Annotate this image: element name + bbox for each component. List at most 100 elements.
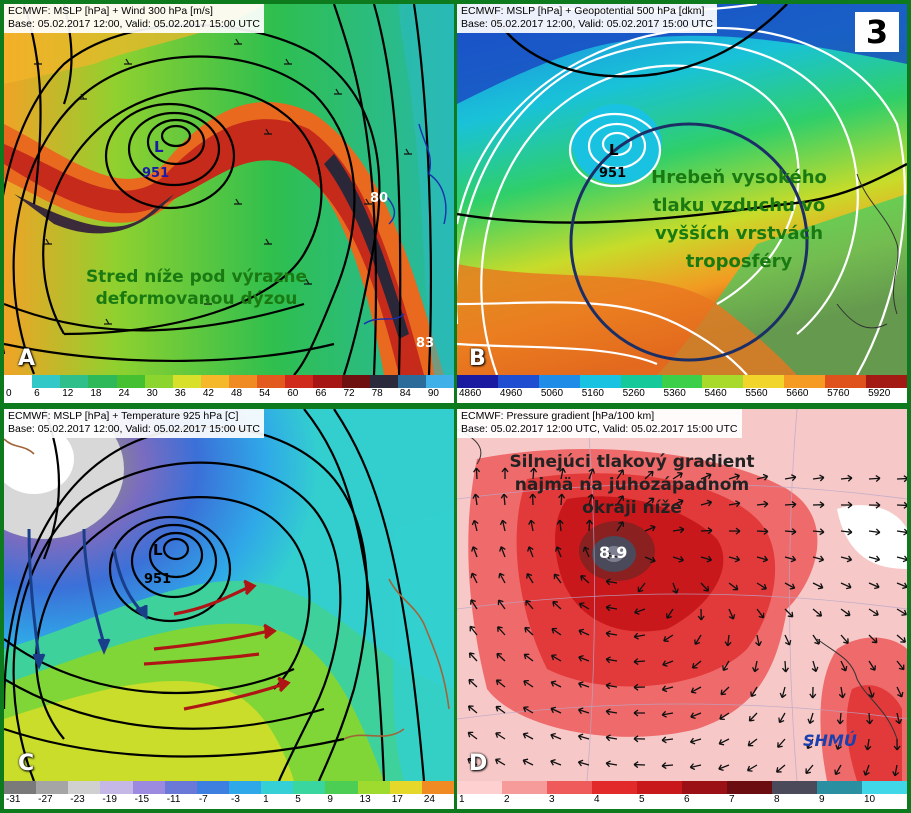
gradient-arrow: [616, 495, 625, 506]
gradient-arrow: [585, 519, 593, 532]
gradient-arrow: [522, 732, 534, 740]
gradient-arrow: [525, 599, 534, 610]
gradient-arrow: [752, 660, 759, 673]
panel-c-low-value: 951: [144, 572, 172, 587]
colorbar-label: 5460: [704, 388, 727, 399]
colorbar-cell: 60: [285, 375, 314, 403]
colorbar-label: 72: [343, 388, 355, 399]
colorbar-cell: 8: [772, 781, 817, 809]
panel-a-header: ECMWF: MSLP [hPa] + Wind 300 hPa [m/s] B…: [4, 4, 264, 33]
gradient-arrow: [868, 501, 881, 509]
gradient-arrow: [836, 712, 844, 725]
colorbar-label: -19: [102, 794, 117, 805]
warm-advection-arrows: [143, 579, 291, 711]
gradient-arrow: [868, 474, 881, 482]
colorbar-cell: 78: [369, 375, 398, 403]
colorbar-cell: 5360: [661, 375, 703, 403]
gradient-arrow: [468, 652, 478, 662]
colorbar-swatch: [825, 375, 867, 388]
panel-d-header: ECMWF: Pressure gradient [hPa/100 km] Ba…: [457, 409, 742, 438]
gradient-arrow: [661, 710, 674, 718]
colorbar-swatch: [229, 375, 258, 388]
gradient-arrow: [473, 467, 481, 480]
colorbar-cell: -11: [164, 781, 197, 809]
colorbar-label: -27: [38, 794, 53, 805]
gradient-arrow: [605, 734, 618, 742]
gradient-arrow: [840, 634, 849, 644]
gradient-arrow: [587, 493, 595, 506]
gradient-arrow: [777, 738, 786, 748]
gradient-arrow: [728, 473, 740, 480]
gradient-arrow: [756, 500, 769, 508]
gradient-vectors: [467, 467, 907, 777]
colorbar-swatch: [357, 781, 390, 794]
colorbar-swatch: [421, 781, 454, 794]
gradient-arrow: [672, 526, 685, 534]
colorbar-swatch: [369, 375, 398, 388]
colorbar-swatch: [702, 375, 744, 388]
gradient-arrow: [689, 737, 702, 745]
gradient-arrow: [524, 626, 534, 636]
gradient-arrow: [779, 686, 787, 699]
gradient-arrow: [550, 706, 562, 714]
gradient-arrow: [494, 758, 506, 766]
colorbar-label: 5360: [663, 388, 686, 399]
colorbar-label: 4960: [499, 388, 523, 399]
ridge-circle: [569, 122, 809, 362]
gradient-arrow: [467, 705, 478, 714]
panel-c-base: Base: 05.02.2017 12:00, Valid: 05.02.201…: [8, 423, 260, 435]
colorbar-label: -3: [230, 794, 240, 805]
gradient-arrow: [577, 707, 590, 715]
colorbar-label: 6: [684, 794, 690, 805]
colorbar-cell: 90: [425, 375, 454, 403]
gradient-arrow: [691, 660, 702, 669]
gradient-arrow: [522, 706, 534, 714]
gradient-arrow: [784, 582, 796, 590]
gradient-arrow: [616, 469, 625, 480]
gradient-arrow: [672, 555, 684, 563]
gradient-arrow: [690, 712, 702, 719]
gradient-arrow: [784, 634, 792, 646]
colorbar-label: 84: [399, 388, 411, 399]
panel-d-map: [457, 409, 907, 781]
gradient-arrow: [553, 573, 562, 584]
colorbar-swatch: [457, 781, 502, 794]
colorbar-label: 4860: [459, 388, 482, 399]
colorbar-swatch: [866, 375, 907, 388]
gradient-arrow: [834, 764, 842, 776]
colorbar-cell: 3: [547, 781, 592, 809]
gradient-arrow: [700, 472, 712, 480]
gradient-arrow: [750, 686, 758, 698]
gradient-arrow: [812, 501, 825, 509]
panel-b-low-label: L: [609, 141, 619, 159]
colorbar-cell: 9: [817, 781, 862, 809]
gradient-arrow: [471, 519, 479, 532]
gradient-arrow: [644, 497, 655, 506]
gradient-arrow: [840, 582, 852, 590]
panel-a-wind-label-2: 83: [416, 336, 435, 351]
gradient-arrow: [577, 759, 590, 767]
colorbar-cell: 5: [637, 781, 682, 809]
gradient-arrow: [605, 682, 618, 690]
colorbar-swatch: [772, 781, 817, 794]
colorbar-cell: 24: [116, 375, 145, 403]
gradient-arrow: [812, 582, 824, 590]
gradient-arrow: [811, 660, 819, 673]
colorbar-label: 5260: [622, 388, 645, 399]
colorbar-swatch: [817, 781, 862, 794]
colorbar-cell: 48: [229, 375, 258, 403]
gradient-arrow: [863, 764, 870, 776]
gradient-arrow: [666, 608, 674, 619]
colorbar-cell: 10: [862, 781, 907, 809]
panel-a-wind-label-1: 80: [370, 191, 389, 206]
gradient-arrow: [896, 555, 907, 563]
panel-a: ECMWF: MSLP [hPa] + Wind 300 hPa [m/s] B…: [4, 4, 454, 403]
colorbar-label: -11: [166, 794, 181, 805]
colorbar-cell: 72: [341, 375, 370, 403]
colorbar-cell: 5260: [620, 375, 662, 403]
colorbar-swatch: [228, 781, 262, 794]
panel-a-annotation: Stred níže pod výrazne deformovanou dýzo…: [85, 267, 308, 309]
gradient-arrow: [530, 467, 538, 480]
gradient-arrow: [552, 600, 562, 610]
colorbar-swatch: [727, 781, 772, 794]
